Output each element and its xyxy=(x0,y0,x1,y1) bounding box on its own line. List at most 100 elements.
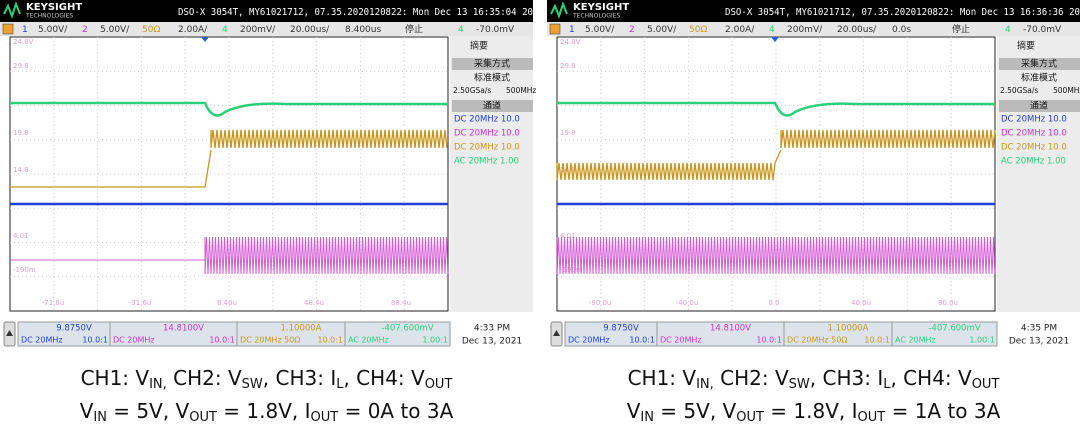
channel-setting: 50Ω xyxy=(689,25,707,35)
grid-label: -80.0u xyxy=(589,299,612,307)
side-rate: 2.50GSa/s xyxy=(453,86,491,95)
channel-setting: 停止 xyxy=(952,23,970,35)
side-channel: DC 20MHz 10.0 xyxy=(1001,143,1067,153)
trigger-marker xyxy=(771,37,779,42)
caption-line: VIN = 5V, VOUT = 1.8V, IOUT = 1A to 3A xyxy=(547,399,1080,425)
caption-subscript: OUT xyxy=(424,377,453,392)
grid-label: 8.40u xyxy=(217,299,237,307)
grid-label: 24.8V xyxy=(13,38,34,46)
side-panel xyxy=(997,36,1080,312)
channel-setting: 5.00V/ xyxy=(647,25,677,35)
waveform-ch3 xyxy=(10,129,448,188)
channel-setting: -70.0mV xyxy=(1023,25,1062,35)
channel-setting: 2 xyxy=(629,25,635,35)
readout-value: -407.600mV xyxy=(928,324,980,334)
readout-probe: 10.0:1 xyxy=(317,336,343,345)
channel-setting: 200mV/ xyxy=(787,25,823,35)
side-channel: DC 20MHz 10.0 xyxy=(1001,115,1067,125)
grid-label: -190m xyxy=(13,266,36,274)
waveform-ch2 xyxy=(556,236,996,275)
grid-label: -71.6u xyxy=(42,299,65,307)
brand: KEYSIGHT xyxy=(26,2,82,13)
logo xyxy=(550,1,568,19)
readout-value: 9.8750V xyxy=(603,324,639,334)
readout-coupling: DC 20MHz xyxy=(21,336,63,345)
grid-label: 4.01 xyxy=(13,232,29,240)
brand-sub: TECHNOLOGIES xyxy=(25,13,73,20)
readout-coupling: DC 20MHz 50Ω xyxy=(240,336,300,345)
readout-box xyxy=(17,321,451,347)
channel-setting: 20.00us/ xyxy=(837,25,877,35)
side-heading xyxy=(999,100,1080,112)
clock-date: Dec 13, 2021 xyxy=(1009,337,1069,347)
readout-probe: 10.0:1 xyxy=(756,336,782,345)
caption-subscript: OUT xyxy=(971,377,1000,392)
channel-setting: 4 xyxy=(1005,25,1011,35)
channel-setting: 4 xyxy=(769,25,775,35)
caption-subscript: SW xyxy=(788,377,810,392)
readout-probe: 1.00:1 xyxy=(422,336,448,345)
caption-line: CH1: VIN, CH2: VSW, CH3: IL, CH4: VOUT xyxy=(547,366,1080,392)
caption-text: = 0A to 3A xyxy=(338,399,454,423)
side-acq-title: 采集方式 xyxy=(1021,58,1057,70)
side-channel: DC 20MHz 10.0 xyxy=(454,115,520,125)
channel-setting: 4 xyxy=(458,25,464,35)
channel-setting: 50Ω xyxy=(142,25,160,35)
channel-setting: 1 xyxy=(22,25,28,35)
grid-label: 80.0u xyxy=(938,299,958,307)
caption-text: = 5V, V xyxy=(653,399,737,423)
side-acq-mode: 标准模式 xyxy=(474,72,510,84)
caption-text: V xyxy=(79,399,94,423)
side-panel xyxy=(450,36,533,312)
side-channel: AC 20MHz 1.00 xyxy=(454,157,519,167)
side-heading xyxy=(452,58,533,70)
side-summary: 摘要 xyxy=(470,40,488,52)
grid-label: 19.8 xyxy=(13,129,29,137)
logo xyxy=(3,1,21,19)
side-acq-title: 采集方式 xyxy=(474,58,510,70)
grid-label: 88.4u xyxy=(391,299,411,307)
caption-subscript: IN, xyxy=(149,377,167,392)
caption-text: = 1.8V, I xyxy=(216,399,311,423)
readout-coupling: DC 20MHz 50Ω xyxy=(787,336,847,345)
waveform-ch4 xyxy=(557,101,995,117)
waveform-ch2 xyxy=(10,236,449,275)
caption-subscript: OUT xyxy=(736,410,764,425)
readout-value: 9.8750V xyxy=(56,324,92,334)
readout-probe: 10.0:1 xyxy=(629,336,655,345)
readout-box xyxy=(564,321,998,347)
caption-subscript: SW xyxy=(241,377,263,392)
side-channel: DC 20MHz 10.0 xyxy=(454,129,520,139)
scope-info: DSO-X 3054T, MY61021712, 07.35.202012082… xyxy=(725,7,1080,18)
readout-value: -407.600mV xyxy=(381,324,433,334)
side-channels-title: 通道 xyxy=(1030,100,1048,112)
grid-label: -31.6u xyxy=(129,299,152,307)
side-channel: AC 20MHz 1.00 xyxy=(1001,157,1066,167)
waveform-ch3 xyxy=(556,129,996,181)
scroll-arrow xyxy=(6,330,13,336)
channel-setting: 2 xyxy=(82,25,88,35)
channel-setting: 5.00V/ xyxy=(38,25,68,35)
caption-text: CH1: V xyxy=(80,366,150,390)
grid-label: 14.8 xyxy=(13,166,29,174)
channel-setting: 2.00A/ xyxy=(725,25,755,35)
caption-line: CH1: VIN, CH2: VSW, CH3: IL, CH4: VOUT xyxy=(0,366,533,392)
caption-text: , CH4: V xyxy=(890,366,972,390)
channel-bar xyxy=(547,22,1080,36)
menu-icon xyxy=(549,23,561,35)
side-bw: 500MHz xyxy=(1053,86,1080,95)
brand: KEYSIGHT xyxy=(573,2,629,13)
grid-label: 29.8 xyxy=(13,62,29,70)
caption-subscript: OUT xyxy=(857,410,886,425)
readout-probe: 1.00:1 xyxy=(969,336,995,345)
header-bar xyxy=(0,0,533,22)
caption-text: V xyxy=(626,399,641,423)
caption-text: , CH4: V xyxy=(343,366,425,390)
menu-icon xyxy=(2,23,14,35)
caption-line: VIN = 5V, VOUT = 1.8V, IOUT = 0A to 3A xyxy=(0,399,533,424)
side-channel: DC 20MHz 10.0 xyxy=(1001,129,1067,139)
readout-coupling: AC 20MHz xyxy=(895,336,936,345)
